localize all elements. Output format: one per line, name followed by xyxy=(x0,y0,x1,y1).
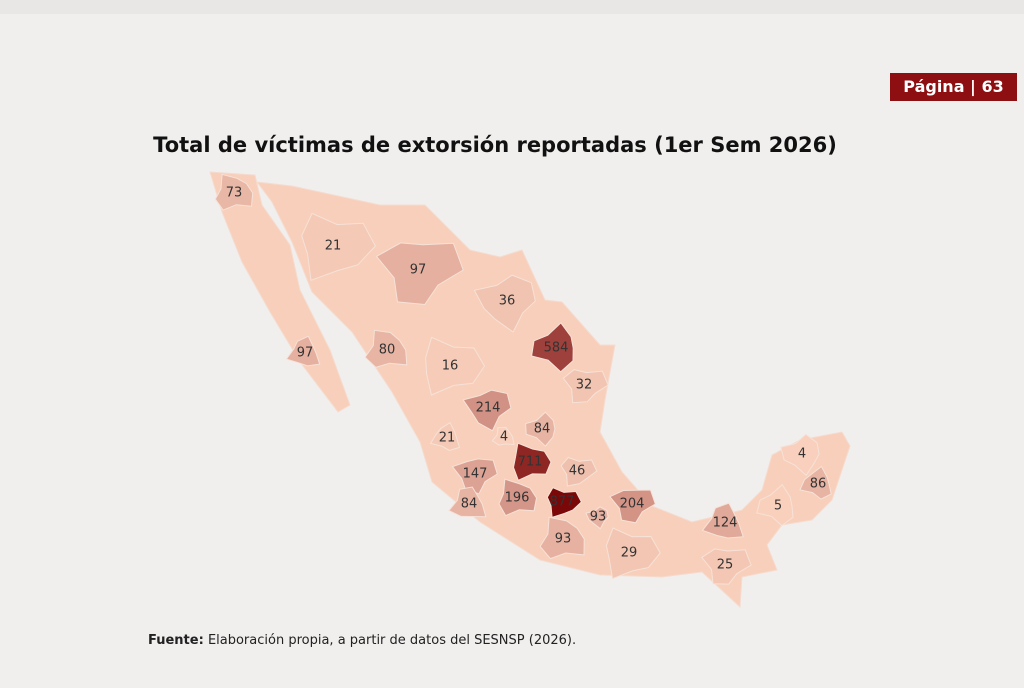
state-region xyxy=(448,486,487,518)
state-value-label: 21 xyxy=(325,239,342,254)
source-note: Fuente: Elaboración propia, a partir de … xyxy=(148,633,576,648)
state-value-label: 214 xyxy=(476,401,501,416)
state-region xyxy=(451,458,498,495)
state-value-label: 97 xyxy=(297,346,314,361)
state-region xyxy=(560,456,598,487)
state-region xyxy=(562,369,609,404)
state-region xyxy=(539,516,585,560)
state-value-label: 4 xyxy=(798,447,806,462)
state-region xyxy=(473,274,536,333)
state-region xyxy=(429,421,461,451)
state-value-label: 97 xyxy=(410,263,427,278)
state-region xyxy=(301,212,377,281)
top-bar xyxy=(0,0,1024,14)
state-region xyxy=(364,329,408,368)
state-region xyxy=(285,335,321,367)
source-text: Elaboración propia, a partir de datos de… xyxy=(207,633,577,648)
state-region xyxy=(799,465,832,500)
state-value-label: 93 xyxy=(590,510,607,525)
state-value-label: 124 xyxy=(713,516,738,531)
state-value-label: 584 xyxy=(544,341,569,356)
state-region xyxy=(780,433,820,477)
state-region xyxy=(605,527,661,580)
state-value-label: 196 xyxy=(505,491,530,506)
state-region xyxy=(512,442,552,481)
state-value-label: 32 xyxy=(576,378,593,393)
state-region xyxy=(609,489,656,524)
state-value-label: 877 xyxy=(550,495,575,510)
state-region xyxy=(425,336,486,396)
page-number: Página | 63 xyxy=(890,73,1017,101)
state-value-label: 21 xyxy=(439,431,456,446)
state-region xyxy=(585,506,609,530)
state-region xyxy=(498,478,538,517)
state-value-label: 147 xyxy=(463,467,488,482)
state-value-label: 204 xyxy=(620,497,645,512)
state-region xyxy=(525,411,556,447)
state-value-label: 80 xyxy=(379,343,396,358)
state-value-label: 4 xyxy=(500,430,508,445)
source-label: Fuente: xyxy=(148,633,204,648)
state-region xyxy=(375,242,464,306)
state-value-label: 86 xyxy=(810,477,827,492)
state-value-label: 711 xyxy=(518,455,543,470)
state-region xyxy=(214,173,254,211)
state-value-label: 84 xyxy=(461,497,478,512)
state-region xyxy=(462,389,512,432)
state-region xyxy=(491,426,515,446)
state-region xyxy=(701,548,752,585)
state-value-label: 46 xyxy=(569,464,586,479)
state-value-label: 29 xyxy=(621,546,638,561)
state-value-label: 93 xyxy=(555,532,572,547)
state-value-label: 25 xyxy=(717,558,734,573)
state-value-label: 36 xyxy=(499,294,516,309)
state-region xyxy=(701,502,744,539)
map-title: Total de víctimas de extorsión reportada… xyxy=(153,133,837,157)
state-value-label: 84 xyxy=(534,422,551,437)
state-region xyxy=(546,487,583,519)
state-value-label: 5 xyxy=(774,499,782,514)
state-value-label: 16 xyxy=(442,359,459,374)
state-value-label: 73 xyxy=(226,186,243,201)
state-region xyxy=(531,322,574,373)
state-region xyxy=(756,483,794,527)
